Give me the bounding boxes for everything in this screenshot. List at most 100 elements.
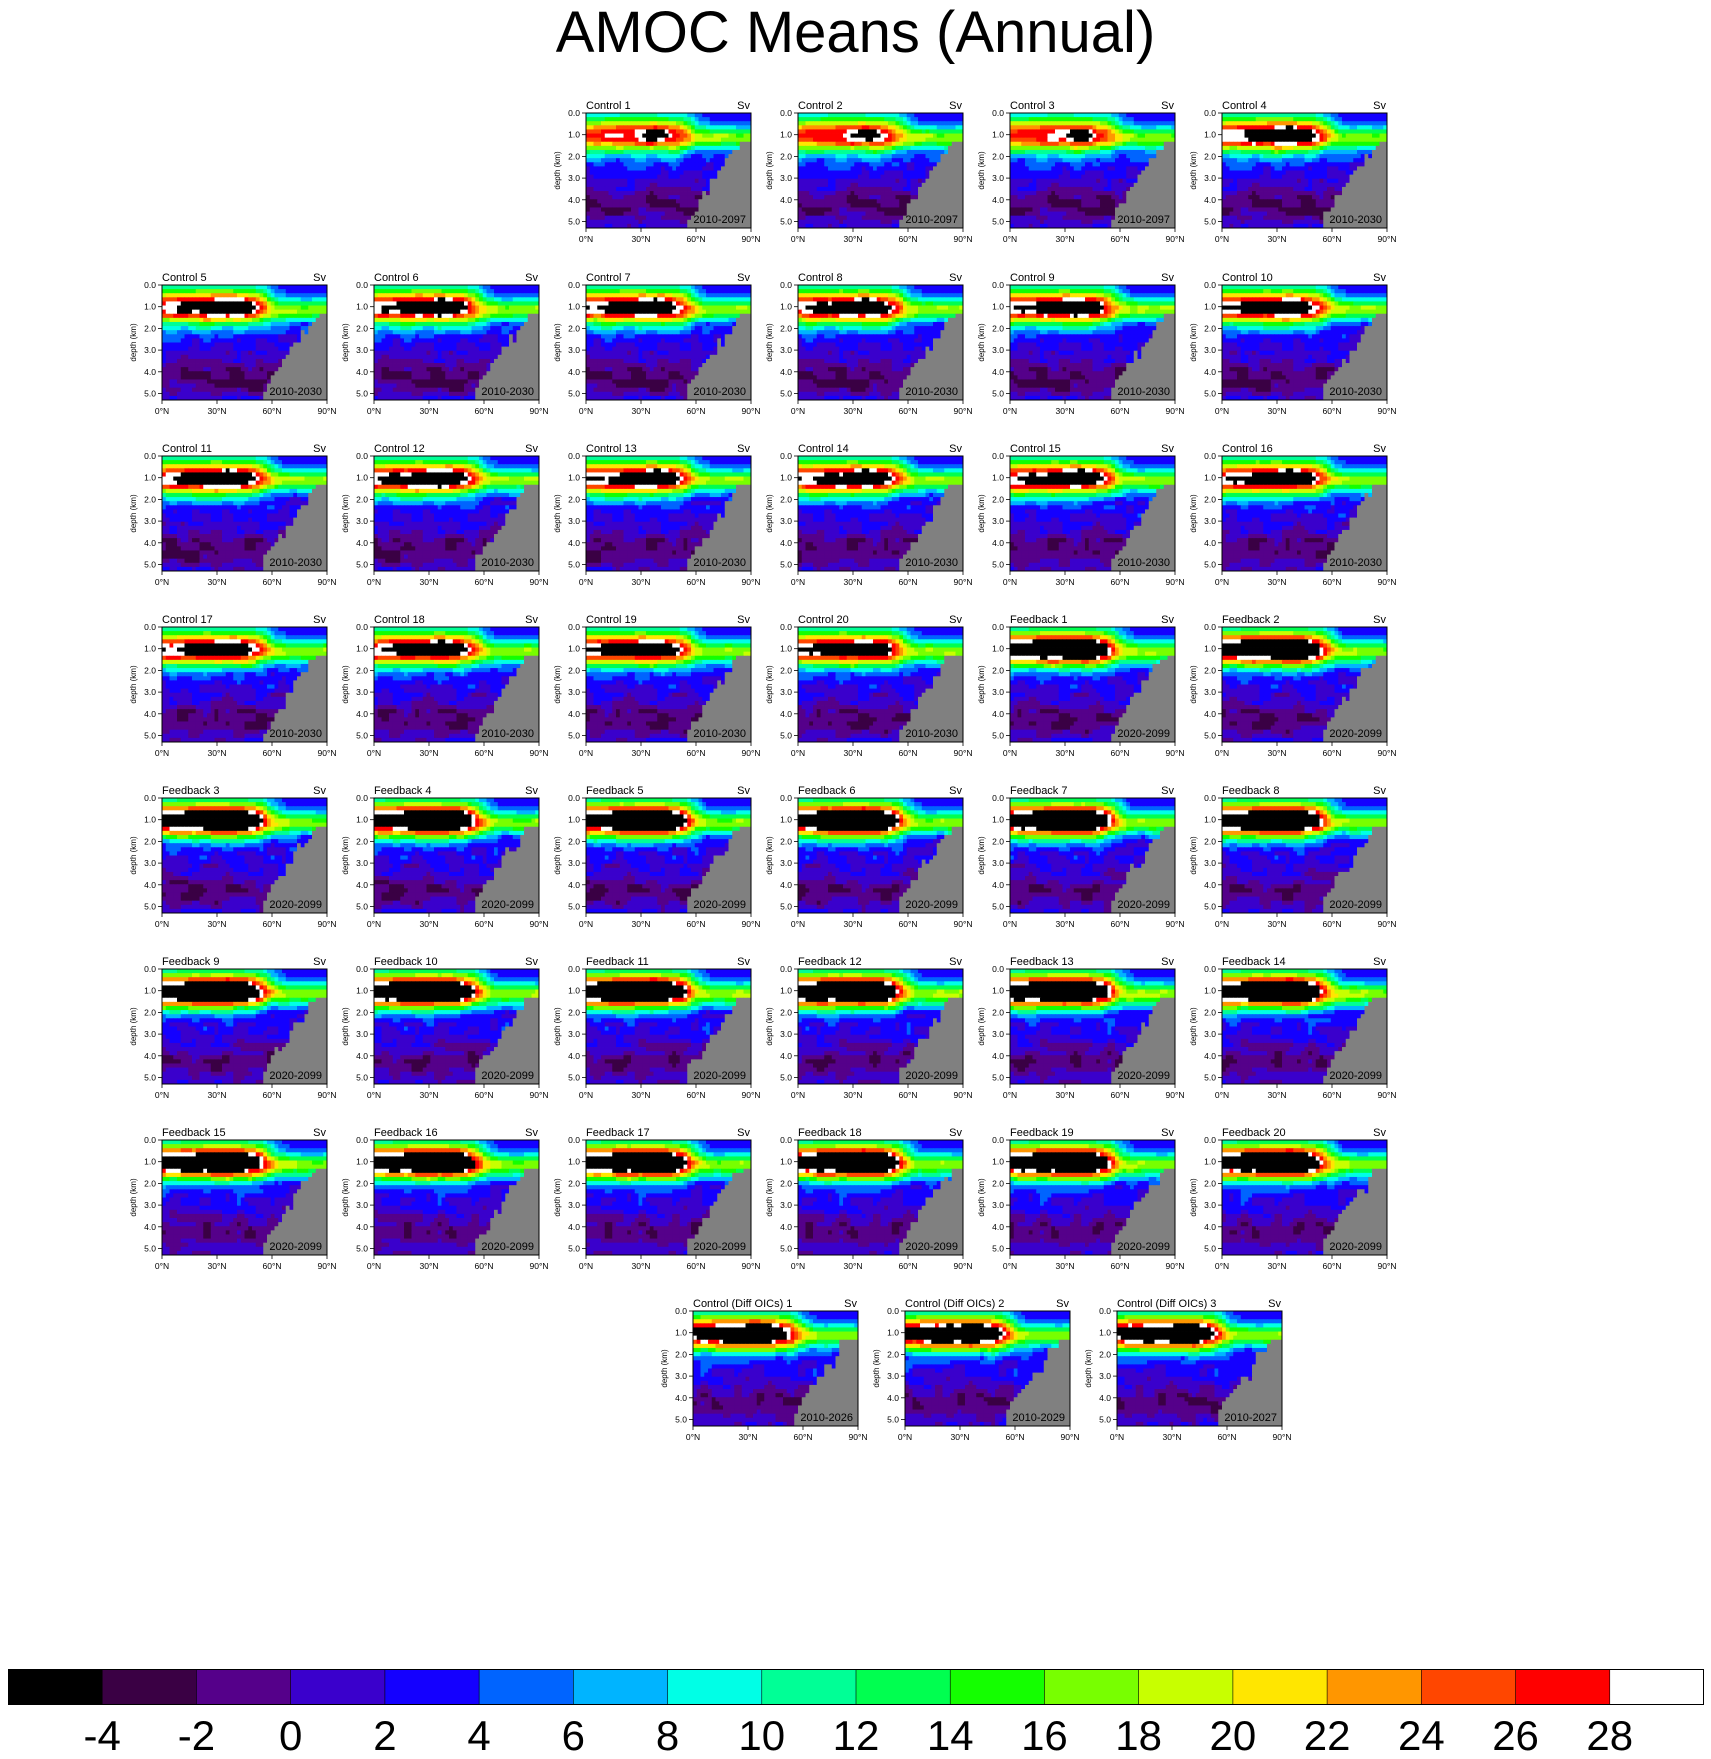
field-cell <box>605 134 609 139</box>
field-cell <box>721 150 725 155</box>
field-cell <box>706 129 710 134</box>
field-cell <box>620 113 624 118</box>
field-cell <box>736 150 740 155</box>
field-cell <box>676 154 680 159</box>
field-cell <box>635 162 639 167</box>
field-cell <box>684 138 688 143</box>
field-cell <box>597 162 601 167</box>
field-cell <box>661 162 665 167</box>
field-cell <box>594 113 598 118</box>
field-cell <box>597 142 601 147</box>
field-cell <box>706 138 710 143</box>
field-cell <box>744 175 748 180</box>
field-cell <box>616 150 620 155</box>
field-cell <box>586 171 590 176</box>
field-cell <box>740 125 744 130</box>
field-cell <box>594 129 598 134</box>
field-cell <box>590 146 594 151</box>
field-cell <box>691 117 695 122</box>
field-cell <box>639 183 643 188</box>
field-cell <box>706 146 710 151</box>
field-cell <box>729 158 733 163</box>
field-cell <box>717 150 721 155</box>
field-cell <box>710 175 714 180</box>
field-cell <box>736 179 740 184</box>
field-cell <box>706 117 710 122</box>
field-cell <box>676 142 680 147</box>
field-cell <box>706 179 710 184</box>
field-cell <box>672 142 676 147</box>
field-cell <box>714 117 718 122</box>
field-cell <box>650 142 654 147</box>
field-cell <box>620 175 624 180</box>
field-cell <box>740 121 744 126</box>
field-cell <box>699 162 703 167</box>
field-cell <box>732 142 736 147</box>
field-cell <box>687 158 691 163</box>
field-cell <box>620 125 624 130</box>
field-cell <box>676 113 680 118</box>
field-cell <box>612 150 616 155</box>
field-cell <box>717 162 721 167</box>
field-cell <box>672 125 676 130</box>
field-cell <box>635 171 639 176</box>
field-cell <box>594 117 598 122</box>
field-cell <box>601 125 605 130</box>
field-cell <box>616 166 620 171</box>
field-cell <box>729 175 733 180</box>
field-cell <box>714 125 718 130</box>
field-cell <box>687 183 691 188</box>
field-cell <box>725 138 729 143</box>
field-cell <box>650 179 654 184</box>
field-cell <box>654 134 658 139</box>
field-cell <box>624 146 628 151</box>
field-cell <box>627 125 631 130</box>
field-cell <box>676 125 680 130</box>
field-cell <box>620 134 624 139</box>
field-cell <box>624 142 628 147</box>
field-cell <box>687 179 691 184</box>
field-cell <box>624 183 628 188</box>
field-cell <box>624 162 628 167</box>
field-cell <box>631 183 635 188</box>
field-cell <box>594 134 598 139</box>
field-cell <box>736 121 740 126</box>
field-cell <box>702 175 706 180</box>
field-cell <box>601 117 605 122</box>
field-cell <box>695 129 699 134</box>
field-cell <box>590 121 594 126</box>
field-cell <box>627 138 631 143</box>
field-cell <box>740 158 744 163</box>
field-cell <box>635 134 639 139</box>
field-cell <box>642 138 646 143</box>
field-cell <box>586 134 590 139</box>
field-cell <box>714 162 718 167</box>
field-cell <box>620 162 624 167</box>
field-cell <box>646 142 650 147</box>
field-cell <box>702 146 706 151</box>
field-cell <box>710 158 714 163</box>
field-cell <box>616 158 620 163</box>
field-cell <box>717 154 721 159</box>
field-cell <box>729 125 733 130</box>
field-cell <box>650 138 654 143</box>
field-cell <box>612 175 616 180</box>
field-cell <box>597 166 601 171</box>
field-cell <box>680 125 684 130</box>
field-cell <box>657 134 661 139</box>
field-cell <box>661 117 665 122</box>
field-cell <box>706 158 710 163</box>
field-cell <box>680 138 684 143</box>
field-cell <box>627 158 631 163</box>
field-cell <box>635 121 639 126</box>
field-cell <box>721 171 725 176</box>
field-cell <box>620 179 624 184</box>
field-cell <box>590 150 594 155</box>
field-cell <box>609 125 613 130</box>
field-cell <box>657 117 661 122</box>
field-cell <box>661 183 665 188</box>
field-cell <box>714 150 718 155</box>
field-cell <box>684 129 688 134</box>
field-cell <box>744 142 748 147</box>
field-cell <box>590 125 594 130</box>
